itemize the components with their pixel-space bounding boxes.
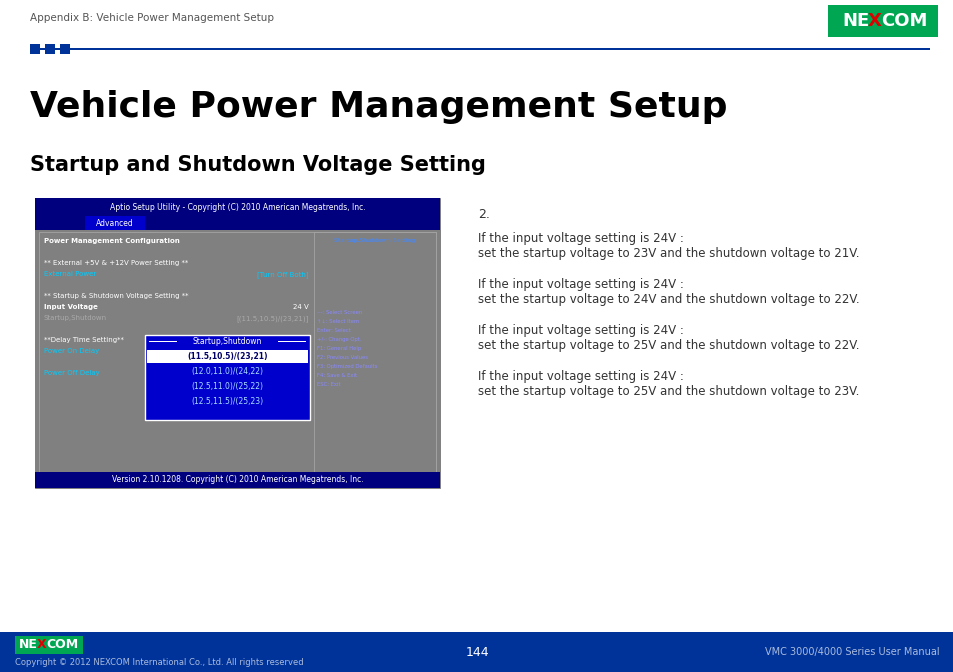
Text: Startup,Shutdown Setting: Startup,Shutdown Setting: [334, 238, 416, 243]
Bar: [35, 216, 439, 230]
Text: [(11.5,10.5)/(23,21)]: [(11.5,10.5)/(23,21)]: [236, 315, 309, 322]
Text: X: X: [867, 12, 881, 30]
Bar: [45, 44, 55, 54]
Text: F3: Optimized Defaults: F3: Optimized Defaults: [316, 364, 377, 369]
Text: X: X: [37, 638, 47, 651]
Text: set the startup voltage to 24V and the shutdown voltage to 22V.: set the startup voltage to 24V and the s…: [477, 293, 859, 306]
Text: Appendix B: Vehicle Power Management Setup: Appendix B: Vehicle Power Management Set…: [30, 13, 274, 23]
Bar: [35, 198, 439, 488]
Text: Version 2.10.1208. Copyright (C) 2010 American Megatrends, Inc.: Version 2.10.1208. Copyright (C) 2010 Am…: [112, 476, 363, 485]
Bar: [35, 198, 439, 216]
Bar: [145, 335, 310, 420]
Text: +/-: Change Opt.: +/-: Change Opt.: [316, 337, 361, 342]
Text: Power Off Delay: Power Off Delay: [44, 370, 100, 376]
Bar: [60, 44, 70, 54]
Text: (12.0,11.0)/(24,22): (12.0,11.0)/(24,22): [192, 367, 263, 376]
Bar: [35, 472, 439, 488]
Text: Aptio Setup Utility - Copyright (C) 2010 American Megatrends, Inc.: Aptio Setup Utility - Copyright (C) 2010…: [110, 202, 365, 212]
Bar: [30, 48, 929, 50]
Bar: [147, 350, 308, 363]
Bar: [15, 636, 83, 654]
Text: F4: Save & Exit: F4: Save & Exit: [316, 373, 356, 378]
Text: Enter: Select: Enter: Select: [316, 328, 351, 333]
Text: set the startup voltage to 23V and the shutdown voltage to 21V.: set the startup voltage to 23V and the s…: [477, 247, 859, 260]
Text: Advanced: Advanced: [96, 218, 133, 228]
Text: **Delay Time Setting**: **Delay Time Setting**: [44, 337, 124, 343]
Text: ESC: Exit: ESC: Exit: [316, 382, 340, 387]
Bar: [149, 341, 177, 342]
Text: ** External +5V & +12V Power Setting **: ** External +5V & +12V Power Setting **: [44, 260, 188, 266]
Text: (12.5,11.5)/(25,23): (12.5,11.5)/(25,23): [192, 397, 263, 406]
Bar: [314, 232, 436, 472]
Text: F1: General Help: F1: General Help: [316, 346, 361, 351]
Text: External Power: External Power: [44, 271, 96, 277]
Text: If the input voltage setting is 24V :: If the input voltage setting is 24V :: [477, 278, 683, 291]
Text: If the input voltage setting is 24V :: If the input voltage setting is 24V :: [477, 370, 683, 383]
Text: COM: COM: [880, 12, 926, 30]
Text: Startup and Shutdown Voltage Setting: Startup and Shutdown Voltage Setting: [30, 155, 485, 175]
Text: 144: 144: [465, 646, 488, 659]
Bar: [85, 216, 145, 230]
Text: Power Management Configuration: Power Management Configuration: [44, 238, 179, 244]
Text: Copyright © 2012 NEXCOM International Co., Ltd. All rights reserved: Copyright © 2012 NEXCOM International Co…: [15, 658, 303, 667]
Text: 2.: 2.: [477, 208, 489, 221]
Bar: [827, 5, 937, 37]
Text: Input Voltage: Input Voltage: [44, 304, 98, 310]
Text: NE: NE: [19, 638, 38, 651]
Text: [Turn Off Both]: [Turn Off Both]: [257, 271, 309, 278]
Bar: [0, 632, 953, 672]
Bar: [277, 341, 306, 342]
Text: 24 V: 24 V: [293, 304, 309, 310]
Text: ↑↓: Select Item: ↑↓: Select Item: [316, 319, 359, 324]
Text: COM: COM: [46, 638, 78, 651]
Text: Startup,Shutdown: Startup,Shutdown: [44, 315, 107, 321]
Text: Power On Delay: Power On Delay: [44, 348, 99, 354]
Text: Vehicle Power Management Setup: Vehicle Power Management Setup: [30, 90, 727, 124]
Text: (11.5,10.5)/(23,21): (11.5,10.5)/(23,21): [187, 352, 268, 361]
Text: Startup,Shutdown: Startup,Shutdown: [193, 337, 262, 347]
Bar: [30, 44, 40, 54]
Text: set the startup voltage to 25V and the shutdown voltage to 23V.: set the startup voltage to 25V and the s…: [477, 385, 859, 398]
Text: F2: Previous Values: F2: Previous Values: [316, 355, 368, 360]
Text: (12.5,11.0)/(25,22): (12.5,11.0)/(25,22): [192, 382, 263, 391]
Bar: [39, 232, 436, 472]
Text: ---: Select Screen: ---: Select Screen: [316, 310, 362, 315]
Text: VMC 3000/4000 Series User Manual: VMC 3000/4000 Series User Manual: [764, 647, 939, 657]
Text: NE: NE: [841, 12, 868, 30]
Text: set the startup voltage to 25V and the shutdown voltage to 22V.: set the startup voltage to 25V and the s…: [477, 339, 859, 352]
Text: If the input voltage setting is 24V :: If the input voltage setting is 24V :: [477, 232, 683, 245]
Text: ** Startup & Shutdown Voltage Setting **: ** Startup & Shutdown Voltage Setting **: [44, 293, 189, 299]
Text: If the input voltage setting is 24V :: If the input voltage setting is 24V :: [477, 324, 683, 337]
